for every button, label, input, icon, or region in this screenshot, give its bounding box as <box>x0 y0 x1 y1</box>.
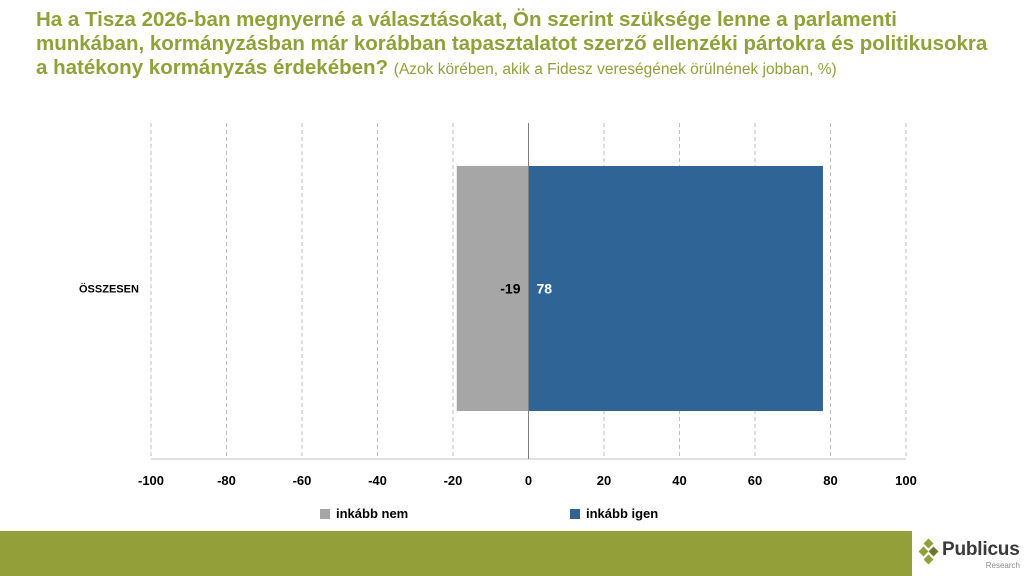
bar-inkabb-igen <box>528 166 823 411</box>
x-tick-label: 80 <box>823 473 837 488</box>
x-tick-label: 100 <box>895 473 917 488</box>
x-tick-label: 40 <box>672 473 686 488</box>
data-label: 78 <box>537 281 553 297</box>
legend-label: inkább nem <box>336 506 409 521</box>
title-subtitle: (Azok körében, akik a Fidesz vereségének… <box>393 61 837 78</box>
legend-item: inkább nem <box>320 506 408 521</box>
publicus-logo: Publicus Research <box>918 536 1022 572</box>
logo-subtext: Research <box>985 561 1020 570</box>
legend-label: inkább igen <box>586 506 659 521</box>
x-tick-label: 0 <box>525 473 532 488</box>
x-tick-label: 20 <box>597 473 611 488</box>
title-main: Ha a Tisza 2026-ban megnyerné a választá… <box>36 8 988 79</box>
x-tick-label: 60 <box>748 473 762 488</box>
bar-inkabb-nem <box>456 166 529 411</box>
legend-swatch <box>320 508 330 519</box>
chart-legend: inkább nem inkább igen <box>0 506 1024 526</box>
x-tick-label: -80 <box>217 473 236 488</box>
category-label: ÖSSZESEN <box>79 283 139 296</box>
x-tick-label: -20 <box>444 473 463 488</box>
chart-title: Ha a Tisza 2026-ban megnyerné a választá… <box>36 8 996 82</box>
chart-plot: -100 -80 -60 -40 -20 0 20 40 60 80 100 -19 78 ÖSSZESE… <box>79 123 917 488</box>
publicus-diamond-logo-icon <box>918 538 939 565</box>
x-tick-label: -40 <box>368 473 387 488</box>
x-tick-label: -60 <box>293 473 312 488</box>
x-tick-label: -100 <box>138 473 164 488</box>
legend-item: inkább igen <box>570 506 658 521</box>
logo-name: Publicus <box>942 539 1020 560</box>
footer-band <box>0 531 912 576</box>
data-label: -19 <box>500 281 520 297</box>
legend-swatch <box>570 508 580 519</box>
